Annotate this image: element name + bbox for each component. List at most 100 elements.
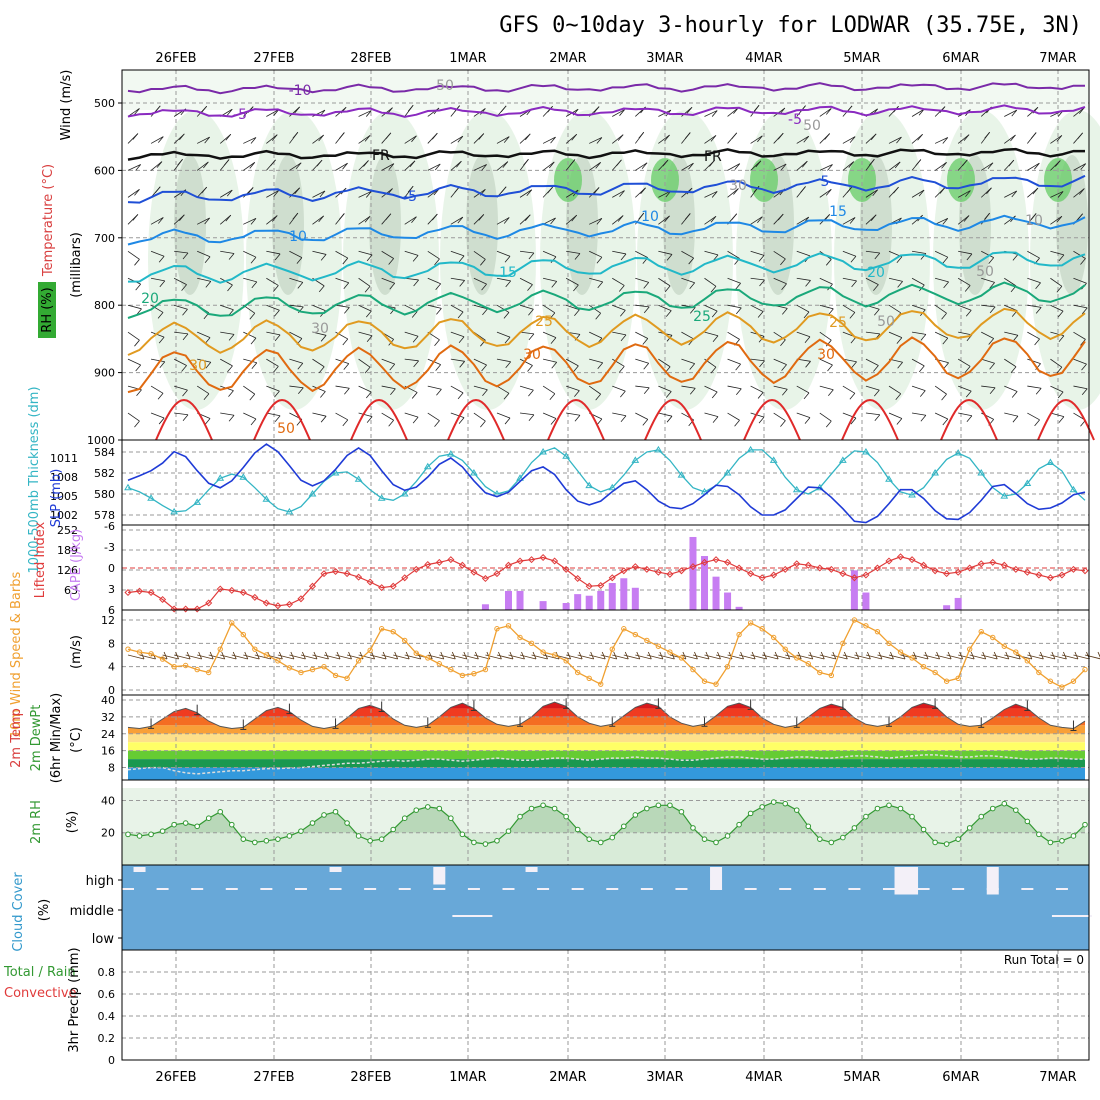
wind-barb-flag [849, 217, 856, 224]
wind-barb-flag [481, 164, 487, 171]
rh-point [471, 839, 477, 846]
wind-barb [612, 190, 625, 198]
wind-barb-flag [411, 311, 418, 318]
wind-barb-flag [736, 307, 742, 315]
wind-barb [635, 277, 649, 283]
wind-barb-flag [573, 365, 579, 373]
wind-barb-flag [593, 187, 600, 194]
wind-barb-flag [963, 134, 970, 141]
wind-barb [266, 109, 279, 117]
wind-barb [957, 277, 971, 286]
wind-barb [704, 304, 718, 312]
isotherm-25 [127, 307, 1086, 356]
wind-barb-flag [849, 312, 856, 319]
wind-barb-flag [828, 389, 834, 396]
wind-barb-flag [642, 419, 649, 426]
wind-barb [358, 250, 373, 256]
wind-barb-flag [617, 215, 624, 222]
wind-barb [612, 331, 627, 336]
wind-barb-flag [524, 214, 531, 222]
wind-barb [496, 304, 510, 313]
wind-barb-flag [526, 189, 533, 196]
wind-barb [658, 250, 673, 255]
surface-wind-barb [854, 654, 871, 660]
wind-barb [519, 331, 534, 335]
wind-speed-point [1036, 669, 1042, 676]
wind-barb [542, 250, 557, 258]
wind-barb [888, 136, 902, 144]
wind-barb [589, 331, 603, 339]
wind-barb [658, 109, 672, 117]
contour-label: 25 [535, 314, 553, 330]
wind-barb-flag [848, 161, 855, 168]
wind-barb [911, 277, 925, 286]
wind-speed-point [517, 634, 523, 641]
wind-speed-point [586, 675, 592, 682]
wind-barb-flag [320, 391, 326, 398]
wind-barb-flag [964, 285, 971, 292]
wind-barb-flag [757, 311, 764, 318]
wind-barb [496, 161, 509, 171]
wind-barb-flag [413, 279, 419, 287]
high-cloud-strip [398, 888, 411, 890]
wind-barb [358, 304, 372, 312]
wind-barb-flag [620, 253, 627, 261]
wind-barb [958, 385, 972, 392]
high-cloud-strip [191, 888, 204, 890]
lifted-index-axis-label: Lifted Index [33, 521, 48, 598]
wind-barb [911, 108, 925, 117]
cape-tick-label: 126 [57, 564, 78, 577]
wind-barb-flag [457, 135, 464, 143]
high-cloud-strip [986, 888, 999, 890]
lifted-index-point [989, 558, 997, 566]
wind-barb [1073, 163, 1086, 171]
date-label-bottom: 6MAR [942, 1070, 979, 1085]
lifted-index-tick-label: -6 [104, 520, 115, 533]
wind-barb [819, 385, 834, 391]
wind-speed-point [955, 675, 961, 682]
precip-tick-label: 0.6 [98, 988, 116, 1001]
wind-barb-flag [689, 282, 695, 290]
wind-barb [750, 135, 763, 144]
wind-barb-flag [457, 216, 464, 224]
surface-wind-barb [877, 654, 894, 660]
rh-point [920, 826, 927, 833]
lifted-index-point [1012, 565, 1020, 573]
wind-barb [150, 250, 165, 257]
wind-barb-flag [918, 109, 925, 116]
wind-barb [565, 358, 579, 367]
wind-barb-flag [1057, 310, 1064, 318]
wind-barb-flag [292, 132, 299, 139]
rh-shade-high [947, 158, 975, 202]
temperature-axis-label: Temperature (°C) [41, 164, 56, 277]
wind-barb [542, 331, 557, 338]
lifted-index-tick-label: 3 [108, 583, 115, 596]
wind-barb [612, 412, 627, 417]
contour-label: 20 [867, 265, 885, 281]
wind-speed-point [644, 637, 650, 644]
surface-wind-barb [185, 654, 202, 660]
wind-barb-flag [1030, 213, 1037, 220]
cloud-unit-label: (%) [37, 899, 52, 922]
wind-barb [197, 250, 211, 258]
wind-barb-flag [965, 190, 971, 197]
rh-point [275, 836, 281, 842]
surface-wind-barb [485, 654, 502, 660]
pressure-tick-label: 1000 [87, 434, 115, 447]
wind-barb [150, 358, 165, 363]
surface-wind-barb [658, 654, 675, 660]
wind-barb-flag [274, 334, 281, 342]
rh-point [217, 808, 224, 815]
wind-barb-flag [366, 416, 373, 423]
wind-speed-point [482, 666, 489, 673]
wind-barb-flag [755, 160, 762, 168]
rh-point [263, 837, 270, 844]
cape-bar [516, 590, 524, 610]
wind-speed-point [563, 658, 569, 664]
wind-barb [681, 162, 694, 171]
temperature-line [127, 701, 1086, 730]
wind-barb [796, 250, 811, 257]
wind-barb-flag [897, 281, 903, 288]
wind-barb [358, 358, 371, 368]
wind-barb-flag [339, 213, 345, 220]
